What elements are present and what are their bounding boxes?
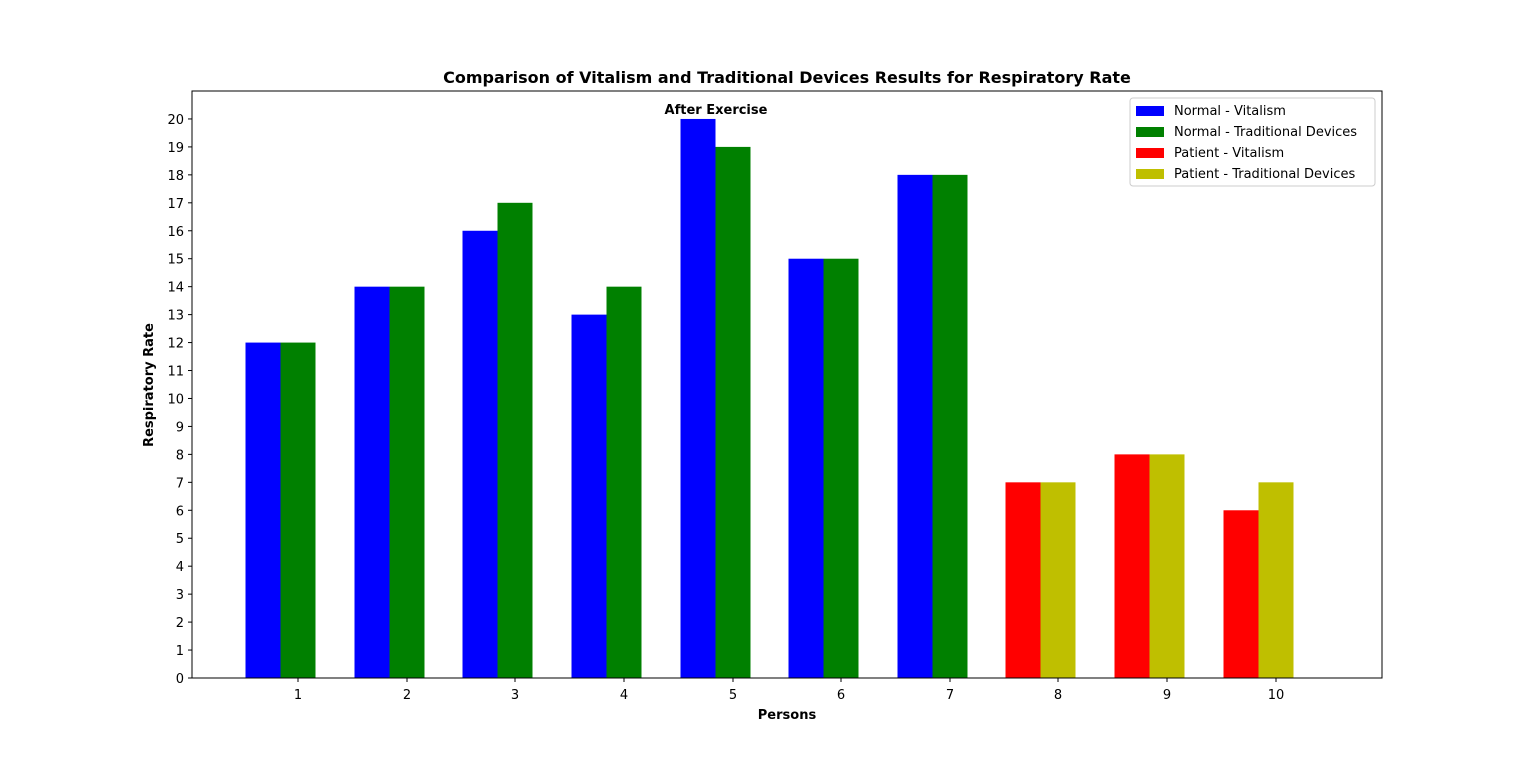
legend-swatch-patient-vitalism — [1136, 148, 1164, 158]
bar-normal-vitalism-3 — [462, 230, 498, 678]
bar-normal-traditional-devices-3 — [497, 202, 533, 679]
y-tick-label-2: 2 — [176, 616, 184, 631]
legend-label-normal-vitalism: Normal - Vitalism — [1174, 104, 1286, 119]
y-axis-label: Respiratory Rate — [142, 323, 157, 447]
bar-normal-traditional-devices-2 — [389, 286, 425, 678]
legend-label-patient-vitalism: Patient - Vitalism — [1174, 146, 1284, 161]
y-tick-label-0: 0 — [176, 672, 184, 687]
legend: Normal - Vitalism Normal - Traditional De… — [1129, 97, 1376, 187]
x-tick-label-4: 4 — [620, 688, 628, 703]
y-tick-label-13: 13 — [167, 309, 184, 324]
y-tick-label-6: 6 — [176, 504, 184, 519]
bar-normal-vitalism-5 — [680, 118, 716, 678]
bar-normal-vitalism-7 — [897, 174, 933, 678]
plot-area: 1 2 3 4 5 6 7 8 9 1001234567891011121314151617181… — [167, 90, 1383, 703]
y-tick-label-15: 15 — [167, 253, 184, 268]
after-exercise-annotation: After Exercise — [665, 103, 768, 118]
y-tick-label-8: 8 — [176, 448, 184, 463]
y-tick-label-11: 11 — [167, 365, 184, 380]
y-tick-label-20: 20 — [167, 113, 184, 128]
y-tick-label-5: 5 — [176, 532, 184, 547]
legend-label-patient-traditional-devices: Patient - Traditional Devices — [1174, 167, 1355, 182]
y-tick-label-18: 18 — [167, 169, 184, 184]
bar-normal-traditional-devices-4 — [606, 286, 642, 678]
bar-normal-vitalism-2 — [354, 286, 390, 678]
y-tick-label-16: 16 — [167, 225, 184, 240]
x-tick-label-9: 9 — [1163, 688, 1171, 703]
y-tick-label-19: 19 — [167, 141, 184, 156]
legend-swatch-normal-traditional-devices — [1136, 127, 1164, 137]
bar-patient-traditional-devices-8 — [1040, 482, 1076, 678]
x-tick-label-6: 6 — [837, 688, 845, 703]
bar-normal-vitalism-6 — [788, 258, 824, 678]
legend-label-normal-traditional-devices: Normal - Traditional Devices — [1174, 125, 1357, 140]
y-tick-label-12: 12 — [167, 337, 184, 352]
y-tick-label-10: 10 — [167, 392, 184, 407]
y-tick-label-7: 7 — [176, 476, 184, 491]
bar-patient-traditional-devices-9 — [1149, 454, 1185, 678]
bar-patient-vitalism-9 — [1114, 454, 1150, 678]
bar-normal-vitalism-1 — [245, 342, 281, 678]
bar-patient-vitalism-10 — [1223, 510, 1259, 678]
x-tick-label-3: 3 — [511, 688, 519, 703]
bar-normal-traditional-devices-1 — [280, 342, 316, 678]
x-tick-label-7: 7 — [946, 688, 954, 703]
chart-title: Comparison of Vitalism and Traditional D… — [443, 68, 1131, 87]
bar-normal-traditional-devices-6 — [823, 258, 859, 678]
legend-frame — [1129, 97, 1376, 187]
x-tick-label-10: 10 — [1268, 688, 1285, 703]
y-tick-label-3: 3 — [176, 588, 184, 603]
x-tick-label-5: 5 — [729, 688, 737, 703]
x-tick-label-1: 1 — [294, 688, 302, 703]
y-tick-label-4: 4 — [176, 560, 184, 575]
x-axis-label: Persons — [758, 708, 817, 723]
bar-patient-vitalism-8 — [1005, 482, 1041, 678]
y-tick-label-17: 17 — [167, 197, 184, 212]
y-tick-label-9: 9 — [176, 420, 184, 435]
plot-frame — [191, 90, 1383, 679]
bar-normal-vitalism-4 — [571, 314, 607, 678]
bar-normal-traditional-devices-7 — [932, 174, 968, 678]
y-tick-label-14: 14 — [167, 281, 184, 296]
x-tick-label-2: 2 — [403, 688, 411, 703]
x-tick-label-8: 8 — [1054, 688, 1062, 703]
bar-patient-traditional-devices-10 — [1258, 482, 1294, 678]
y-tick-label-1: 1 — [176, 644, 184, 659]
legend-swatch-patient-traditional-devices — [1136, 169, 1164, 179]
legend-swatch-normal-vitalism — [1136, 106, 1164, 116]
bar-normal-traditional-devices-5 — [715, 146, 751, 678]
